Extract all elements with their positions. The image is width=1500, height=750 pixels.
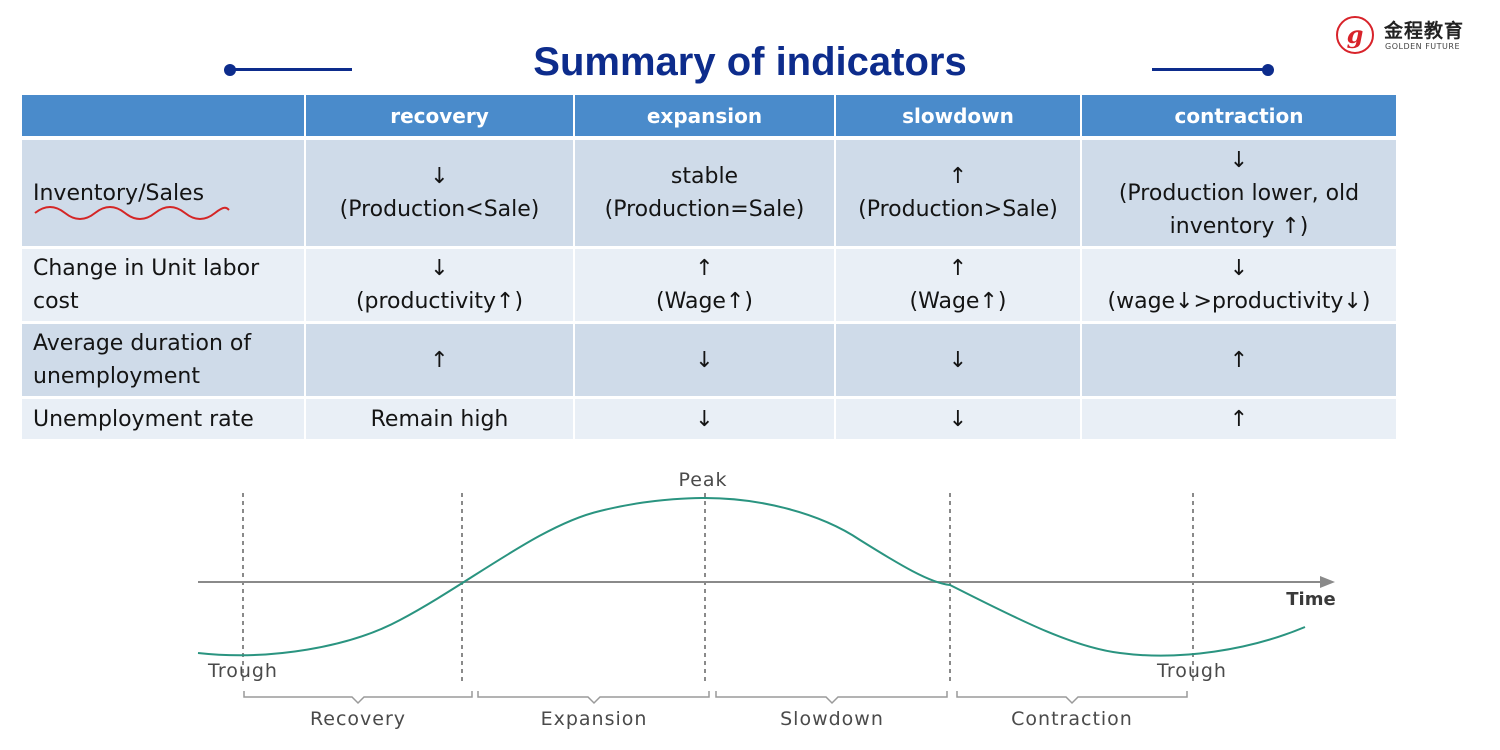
cell-line: (Production>Sale)	[858, 197, 1058, 222]
cell-line: (Production<Sale)	[339, 197, 540, 222]
expansion-brace	[477, 691, 710, 705]
cell-duration-expansion: ↓	[575, 324, 836, 399]
cell-line: (productivity↑)	[355, 289, 524, 314]
phase-label-slowdown: Slowdown	[780, 708, 884, 730]
peak-label: Peak	[678, 469, 727, 491]
time-axis-label: Time	[1286, 589, 1335, 610]
cell-duration-slowdown: ↓	[836, 324, 1082, 399]
phase-label-contraction: Contraction	[1011, 708, 1133, 730]
cell-line: ↓	[1229, 147, 1249, 173]
header-expansion: expansion	[575, 95, 836, 140]
cell-line: ↓	[430, 164, 449, 189]
header-contraction: contraction	[1082, 95, 1398, 140]
cell-inventory-expansion: stable (Production=Sale)	[575, 140, 836, 249]
cell-line: ↑	[695, 256, 714, 281]
indicators-table: recovery expansion slowdown contraction …	[22, 95, 1398, 442]
cell-line: (Production=Sale)	[604, 197, 805, 222]
cell-rate-contraction: ↑	[1082, 399, 1398, 442]
cell-rate-expansion: ↓	[575, 399, 836, 442]
table-row: Change in Unit labor cost ↓ (productivit…	[22, 249, 1398, 324]
trough-right-label: Trough	[1156, 660, 1227, 682]
table-header-row: recovery expansion slowdown contraction	[22, 95, 1398, 140]
brand-name-en: GOLDEN FUTURE	[1385, 42, 1461, 51]
brand-name-cn: 金程教育	[1384, 20, 1465, 42]
header-recovery: recovery	[306, 95, 575, 140]
cell-line: (Wage↑)	[909, 289, 1007, 314]
cell-line: inventory ↑)	[1169, 213, 1309, 239]
slowdown-brace	[715, 691, 948, 705]
row-label-unemployment-rate: Unemployment rate	[22, 399, 306, 442]
cell-inventory-recovery: ↓ (Production<Sale)	[306, 140, 575, 249]
title-decoration-dot-left	[224, 64, 236, 76]
table-row: Average duration of unemployment ↑ ↓ ↓ ↑	[22, 324, 1398, 399]
title-decoration-right	[1152, 68, 1268, 71]
cell-labor-recovery: ↓ (productivity↑)	[306, 249, 575, 324]
cell-labor-expansion: ↑ (Wage↑)	[575, 249, 836, 324]
cell-rate-recovery: Remain high	[306, 399, 575, 442]
phase-label-expansion: Expansion	[541, 708, 648, 730]
recovery-brace	[243, 691, 473, 705]
phase-label-recovery: Recovery	[310, 708, 406, 730]
contraction-brace	[956, 691, 1188, 705]
title-decoration-left	[230, 68, 352, 71]
cell-line: ↑	[948, 164, 968, 189]
business-cycle-curve	[197, 496, 1306, 657]
cell-duration-contraction: ↑	[1082, 324, 1398, 399]
cell-labor-slowdown: ↑ (Wage↑)	[836, 249, 1082, 324]
cell-line: (Production lower, old	[1118, 180, 1360, 206]
trough-left-label: Trough	[207, 660, 278, 682]
cell-line: (wage↓>productivity↓)	[1107, 289, 1371, 314]
table-row: Inventory/Sales ↓ (Production<Sale) stab…	[22, 140, 1398, 249]
time-axis-arrow-icon	[1320, 576, 1335, 588]
business-cycle-diagram: Peak Trough Trough Time Recovery Expansi…	[197, 469, 1336, 730]
row-label-text: Inventory/Sales	[33, 180, 205, 206]
header-corner	[22, 95, 306, 140]
red-underline-annotation	[34, 205, 230, 220]
page-title: Summary of indicators	[533, 40, 967, 84]
header-slowdown: slowdown	[836, 95, 1082, 140]
brand-seal: g	[1336, 16, 1374, 54]
cell-line: stable	[670, 164, 739, 189]
cell-rate-slowdown: ↓	[836, 399, 1082, 442]
title-decoration-dot-right	[1262, 64, 1274, 76]
table-row: Unemployment rate Remain high ↓ ↓ ↑	[22, 399, 1398, 442]
row-label-wrapper: Inventory/Sales	[33, 177, 230, 220]
cell-line: (Wage↑)	[656, 289, 753, 314]
cell-duration-recovery: ↑	[306, 324, 575, 399]
cell-labor-contraction: ↓ (wage↓>productivity↓)	[1082, 249, 1398, 324]
cell-inventory-contraction: ↓ (Production lower, old inventory ↑)	[1082, 140, 1398, 249]
cell-line: ↓	[430, 256, 449, 281]
cell-line: ↓	[1229, 256, 1249, 281]
row-label-duration-unemployment: Average duration of unemployment	[22, 324, 306, 399]
row-label-inventory-sales: Inventory/Sales	[22, 140, 306, 249]
brand-logo: g 金程教育 GOLDEN FUTURE	[1336, 14, 1486, 58]
cell-inventory-slowdown: ↑ (Production>Sale)	[836, 140, 1082, 249]
row-label-unit-labor-cost: Change in Unit labor cost	[22, 249, 306, 324]
cell-line: ↑	[948, 256, 968, 281]
